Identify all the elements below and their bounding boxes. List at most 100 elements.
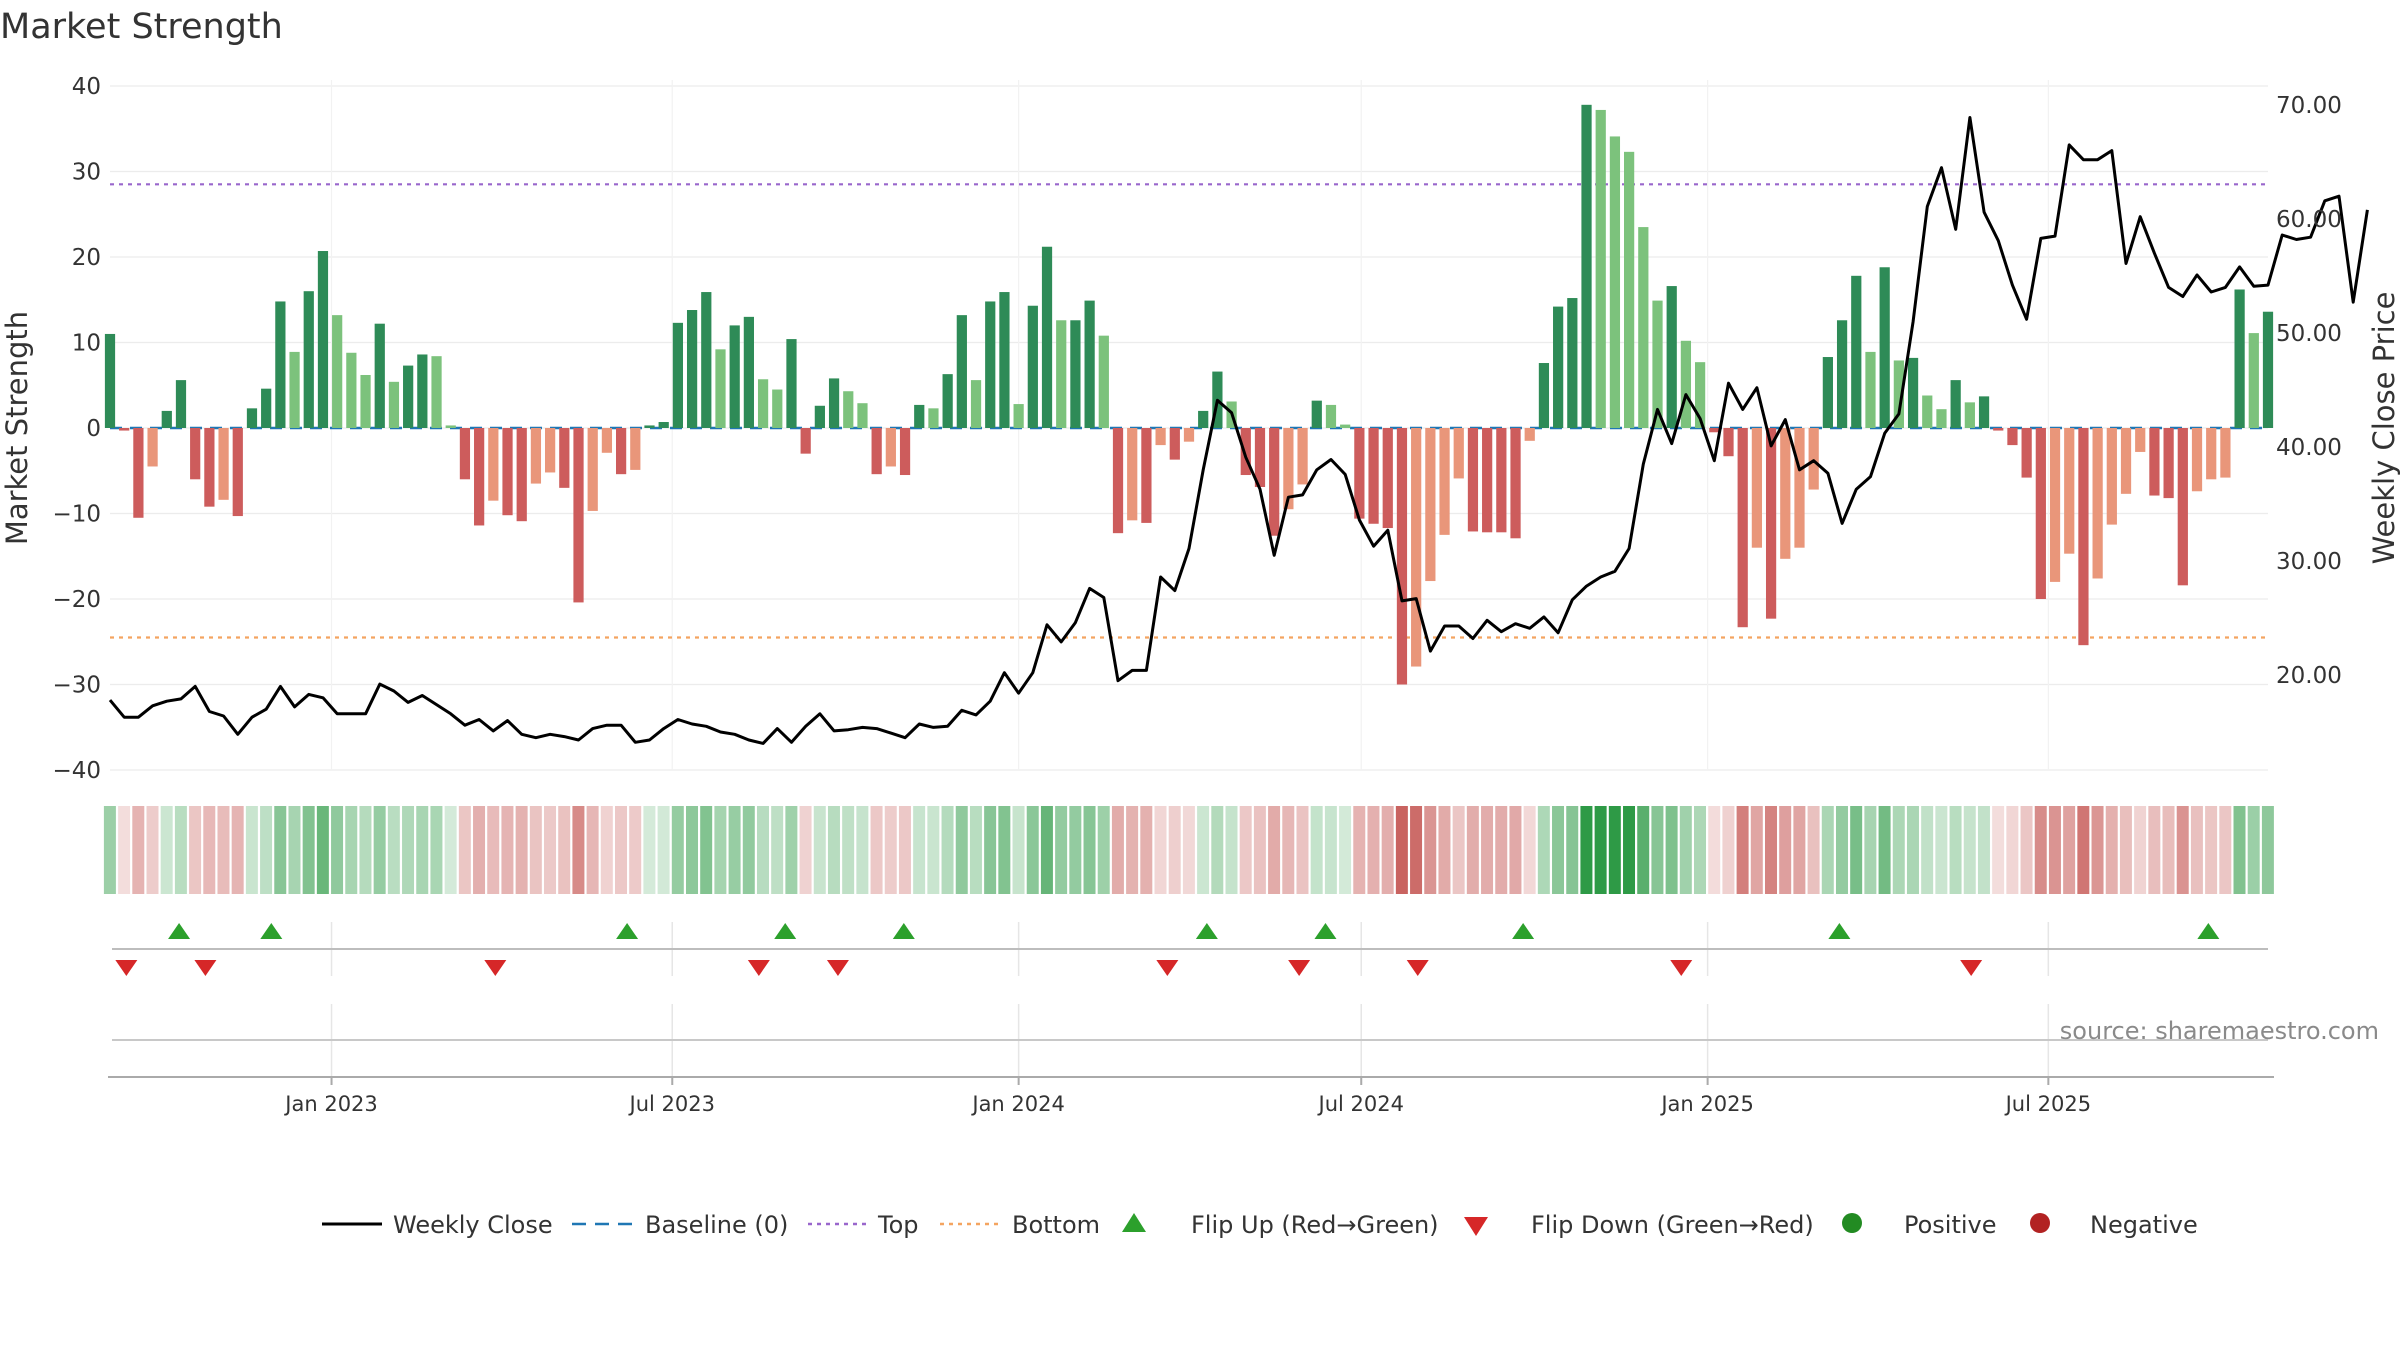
flip-up-marker bbox=[1195, 923, 1218, 939]
flip-up-marker bbox=[168, 923, 191, 939]
strength-bar bbox=[246, 408, 258, 428]
flip-down-marker bbox=[1960, 960, 1983, 976]
heat-cell bbox=[1268, 806, 1281, 894]
strength-bar bbox=[1993, 428, 2004, 431]
strength-bar bbox=[587, 428, 598, 511]
heat-cell bbox=[1381, 806, 1394, 894]
strength-bar bbox=[630, 428, 641, 470]
y-right-tick-label: 30.00 bbox=[2276, 549, 2342, 575]
heat-cell bbox=[842, 806, 855, 894]
strength-bar bbox=[1141, 428, 1152, 523]
strength-bar bbox=[559, 428, 570, 488]
strength-bar bbox=[2035, 428, 2046, 599]
flip-down-marker bbox=[1406, 960, 1429, 976]
strength-bar bbox=[1169, 428, 1180, 460]
strength-bar bbox=[1198, 410, 1209, 428]
heat-cell bbox=[1466, 806, 1479, 894]
heat-cell bbox=[1197, 806, 1210, 894]
strength-bar bbox=[1709, 428, 1720, 433]
heat-cell bbox=[529, 806, 542, 894]
heat-cell bbox=[714, 806, 727, 894]
weekly-close-line bbox=[108, 116, 2369, 745]
heat-cell bbox=[1395, 806, 1408, 894]
flip-up-marker bbox=[774, 923, 797, 939]
heat-cell bbox=[1921, 806, 1934, 894]
strength-bar bbox=[1425, 428, 1436, 582]
heat-cell bbox=[1481, 806, 1494, 894]
strength-bar bbox=[1794, 428, 1805, 548]
strength-bar bbox=[1240, 428, 1251, 476]
heat-cell bbox=[671, 806, 684, 894]
strength-bar bbox=[1070, 320, 1081, 428]
strength-bar bbox=[175, 380, 187, 428]
flip-up-marker bbox=[260, 923, 283, 939]
strength-bar bbox=[1751, 428, 1763, 548]
heat-cell bbox=[1182, 806, 1195, 894]
heat-cell bbox=[927, 806, 940, 894]
strength-bar bbox=[1439, 428, 1450, 535]
strength-bar bbox=[1553, 306, 1564, 428]
flip-down-marker bbox=[194, 960, 217, 976]
flip-up-marker bbox=[1512, 923, 1535, 939]
heat-cell bbox=[1168, 806, 1181, 894]
legend-label: Bottom bbox=[1012, 1211, 1100, 1239]
strength-bar bbox=[1865, 351, 1876, 428]
heat-cell bbox=[2148, 806, 2161, 894]
x-tick-label: Jan 2025 bbox=[1659, 1092, 1754, 1116]
heat-cell bbox=[1679, 806, 1692, 894]
heat-cell bbox=[458, 806, 471, 894]
y-right-tick-label: 20.00 bbox=[2276, 663, 2342, 689]
strength-bar bbox=[1822, 357, 1833, 428]
strength-bar bbox=[1780, 428, 1791, 559]
strength-bar bbox=[2106, 428, 2117, 525]
heat-cell bbox=[1637, 806, 1650, 894]
strength-bar bbox=[1354, 428, 1365, 519]
strength-bar bbox=[1567, 298, 1578, 428]
heat-cell bbox=[657, 806, 670, 894]
strength-bar bbox=[2064, 428, 2075, 554]
heat-cell bbox=[1253, 806, 1266, 894]
axis-labels: 40 30 20 10 0 −10 −20 −30 −40 70.00 60.00 50.00 40.0… bbox=[0, 74, 2400, 784]
heat-cell bbox=[1722, 806, 1735, 894]
heat-cell bbox=[387, 806, 400, 894]
heat-cell bbox=[2048, 806, 2061, 894]
heat-cell bbox=[558, 806, 571, 894]
strength-bar bbox=[871, 428, 882, 475]
heat-cell bbox=[2006, 806, 2019, 894]
weekly-close-line-layer bbox=[108, 116, 2369, 745]
heat-cell bbox=[1509, 806, 1522, 894]
strength-bar bbox=[133, 428, 144, 518]
flip-down-marker bbox=[1288, 960, 1311, 976]
heat-cell bbox=[1126, 806, 1139, 894]
heat-cell bbox=[870, 806, 883, 894]
strength-bar bbox=[459, 428, 471, 480]
heat-cell bbox=[160, 806, 173, 894]
legend-label: Flip Up (Red→Green) bbox=[1191, 1211, 1439, 1239]
heat-cell bbox=[941, 806, 954, 894]
strength-bar bbox=[729, 325, 740, 428]
heat-cell bbox=[955, 806, 968, 894]
strength-bar bbox=[800, 428, 811, 454]
heat-cell bbox=[1608, 806, 1621, 894]
strength-bar bbox=[317, 251, 329, 428]
strength-bar bbox=[857, 403, 868, 428]
heat-cell bbox=[1821, 806, 1834, 894]
heat-cell bbox=[1566, 806, 1579, 894]
heat-cell bbox=[260, 806, 273, 894]
strength-bar bbox=[488, 428, 499, 501]
strength-bar bbox=[1723, 428, 1734, 457]
strength-bar bbox=[1084, 300, 1095, 428]
source-note: source: sharemaestro.com bbox=[2060, 1017, 2379, 1045]
strength-bar bbox=[757, 379, 769, 428]
heat-cell bbox=[1026, 806, 1039, 894]
strength-bar bbox=[1496, 428, 1507, 533]
heat-cell bbox=[1708, 806, 1721, 894]
strength-bar bbox=[2149, 428, 2160, 496]
heat-cell bbox=[1083, 806, 1096, 894]
heat-cell bbox=[473, 806, 486, 894]
strength-bar bbox=[2262, 311, 2274, 428]
strength-bar bbox=[1510, 428, 1521, 539]
legend-swatch-flip-down bbox=[1464, 1217, 1488, 1236]
strength-bar bbox=[1013, 404, 1024, 428]
strength-bar bbox=[1964, 402, 1975, 428]
